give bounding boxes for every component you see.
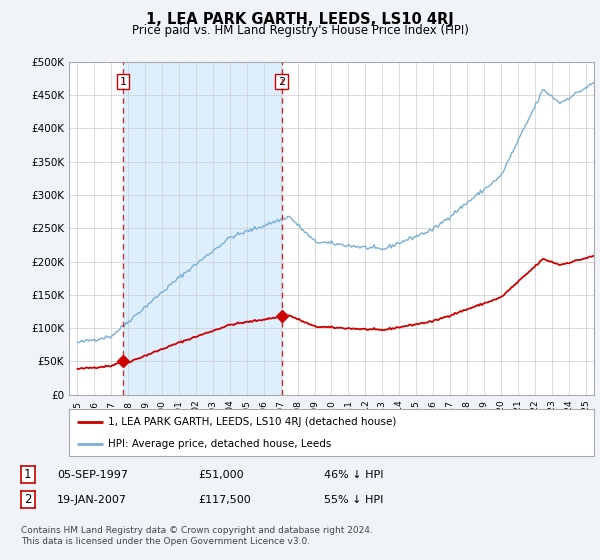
Text: 46% ↓ HPI: 46% ↓ HPI: [324, 470, 383, 480]
Text: 19-JAN-2007: 19-JAN-2007: [57, 494, 127, 505]
Text: 1, LEA PARK GARTH, LEEDS, LS10 4RJ: 1, LEA PARK GARTH, LEEDS, LS10 4RJ: [146, 12, 454, 27]
Text: 2: 2: [24, 493, 32, 506]
Text: 1: 1: [119, 77, 127, 87]
Text: 1: 1: [24, 468, 32, 482]
Text: £51,000: £51,000: [198, 470, 244, 480]
Text: 1, LEA PARK GARTH, LEEDS, LS10 4RJ (detached house): 1, LEA PARK GARTH, LEEDS, LS10 4RJ (deta…: [109, 417, 397, 427]
Text: Contains HM Land Registry data © Crown copyright and database right 2024.
This d: Contains HM Land Registry data © Crown c…: [21, 526, 373, 546]
Text: £117,500: £117,500: [198, 494, 251, 505]
Bar: [123, 62, 281, 395]
Text: 05-SEP-1997: 05-SEP-1997: [57, 470, 128, 480]
Text: 55% ↓ HPI: 55% ↓ HPI: [324, 494, 383, 505]
Text: 2: 2: [278, 77, 285, 87]
Text: Price paid vs. HM Land Registry's House Price Index (HPI): Price paid vs. HM Land Registry's House …: [131, 24, 469, 37]
Text: HPI: Average price, detached house, Leeds: HPI: Average price, detached house, Leed…: [109, 438, 332, 449]
